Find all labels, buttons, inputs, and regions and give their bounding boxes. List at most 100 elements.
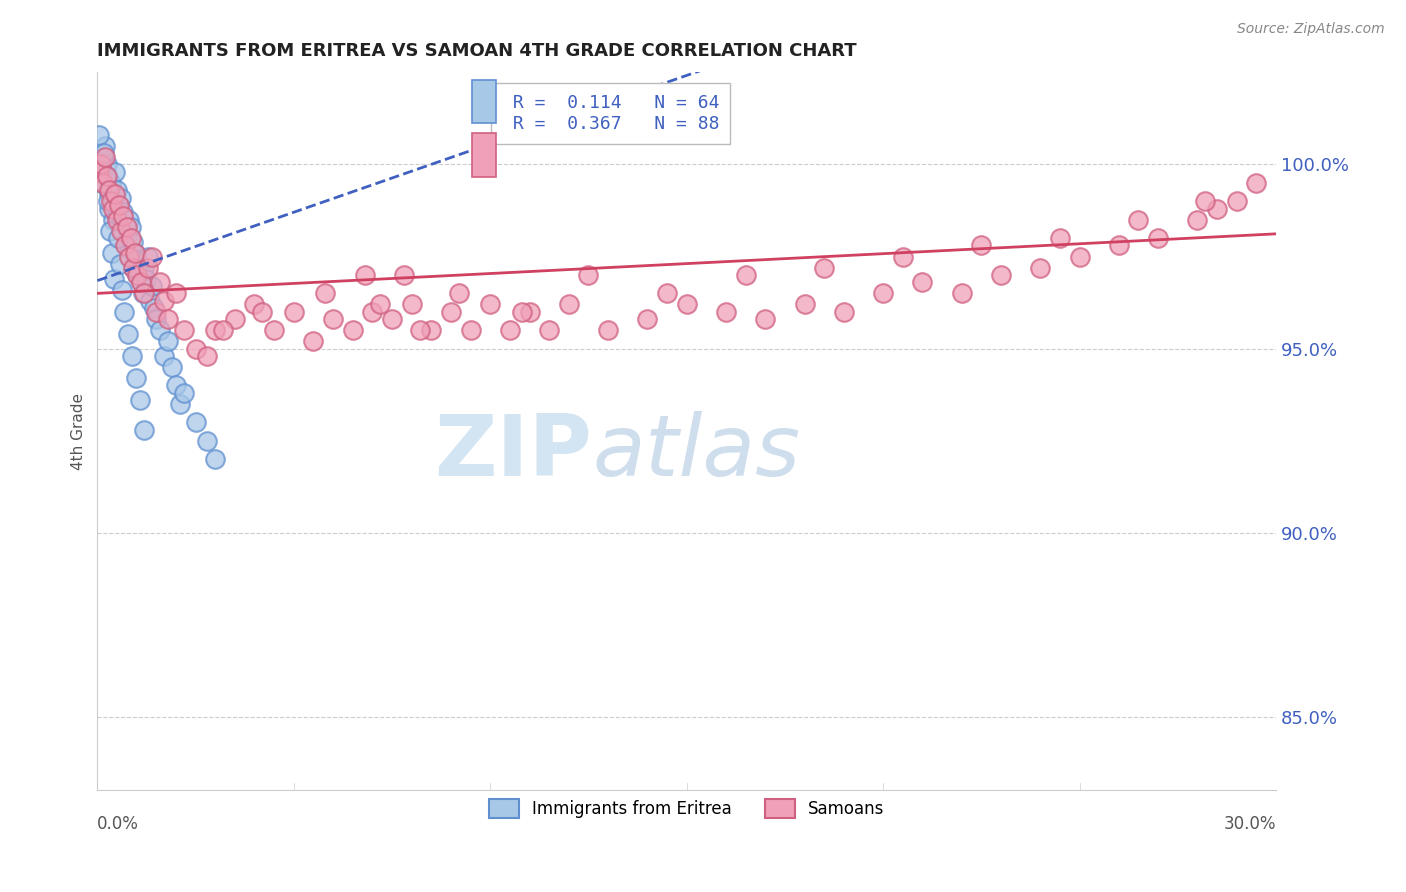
Point: [793, 297, 815, 311]
Point: [1187, 212, 1209, 227]
Point: [101, 245, 124, 260]
Text: Source: ZipAtlas.com: Source: ZipAtlas.com: [1237, 22, 1385, 37]
Point: [157, 312, 180, 326]
Point: [101, 212, 124, 227]
Point: [392, 268, 415, 282]
Point: [283, 304, 305, 318]
Point: [499, 323, 522, 337]
Point: [100, 194, 122, 209]
Point: [110, 224, 132, 238]
Point: [160, 359, 183, 374]
Point: [145, 312, 167, 326]
Point: [361, 304, 384, 318]
Point: [108, 198, 131, 212]
Point: [460, 323, 482, 337]
Point: [118, 250, 141, 264]
Point: [538, 323, 561, 337]
Point: [224, 312, 246, 326]
Point: [94, 169, 117, 183]
Point: [153, 293, 176, 308]
Point: [1206, 202, 1229, 216]
Point: [125, 268, 148, 282]
Text: R =  0.114   N = 64
 R =  0.367   N = 88: R = 0.114 N = 64 R = 0.367 N = 88: [502, 94, 718, 133]
Point: [596, 323, 619, 337]
Point: [1147, 231, 1170, 245]
Point: [408, 323, 430, 337]
Point: [1226, 194, 1249, 209]
Point: [165, 286, 187, 301]
Point: [105, 212, 128, 227]
Point: [381, 312, 404, 326]
Point: [104, 186, 127, 201]
Point: [132, 423, 155, 437]
Point: [813, 260, 835, 275]
Point: [118, 250, 141, 264]
Point: [302, 334, 325, 349]
Point: [212, 323, 235, 337]
Point: [578, 268, 600, 282]
Point: [117, 326, 139, 341]
Point: [112, 304, 135, 318]
Point: [91, 176, 114, 190]
Point: [131, 286, 153, 301]
Point: [184, 342, 207, 356]
Point: [139, 293, 162, 308]
Point: [1128, 212, 1150, 227]
Point: [94, 139, 117, 153]
Point: [149, 275, 172, 289]
Point: [101, 194, 124, 209]
Point: [125, 371, 148, 385]
Point: [91, 150, 114, 164]
Point: [115, 231, 138, 245]
Point: [558, 297, 581, 311]
Point: [135, 271, 157, 285]
Point: [89, 128, 111, 142]
Text: 0.0%: 0.0%: [97, 815, 139, 833]
Point: [734, 268, 756, 282]
Point: [832, 304, 855, 318]
Point: [173, 385, 195, 400]
FancyBboxPatch shape: [472, 79, 496, 123]
Point: [655, 286, 678, 301]
Point: [204, 452, 226, 467]
Point: [342, 323, 364, 337]
Point: [125, 268, 148, 282]
Point: [128, 264, 150, 278]
Point: [98, 183, 121, 197]
Point: [263, 323, 285, 337]
Point: [195, 349, 218, 363]
Point: [138, 250, 160, 264]
Point: [401, 297, 423, 311]
Point: [754, 312, 776, 326]
Point: [101, 202, 124, 216]
Point: [138, 260, 160, 275]
Point: [118, 212, 141, 227]
Point: [120, 220, 142, 235]
Point: [124, 245, 146, 260]
Point: [121, 260, 143, 275]
Point: [675, 297, 697, 311]
Point: [204, 323, 226, 337]
Point: [314, 286, 336, 301]
Point: [134, 260, 156, 275]
Point: [173, 323, 195, 337]
Y-axis label: 4th Grade: 4th Grade: [72, 392, 86, 470]
Point: [636, 312, 658, 326]
Point: [184, 415, 207, 429]
Point: [90, 157, 112, 171]
Point: [89, 165, 111, 179]
Point: [195, 434, 218, 448]
Point: [115, 220, 138, 235]
Point: [950, 286, 973, 301]
Point: [121, 260, 143, 275]
Point: [111, 209, 134, 223]
Point: [153, 349, 176, 363]
Point: [134, 286, 156, 301]
Point: [103, 271, 125, 285]
Point: [479, 297, 502, 311]
Point: [96, 169, 118, 183]
Point: [447, 286, 470, 301]
Point: [911, 275, 934, 289]
Point: [100, 176, 122, 190]
Point: [149, 323, 172, 337]
